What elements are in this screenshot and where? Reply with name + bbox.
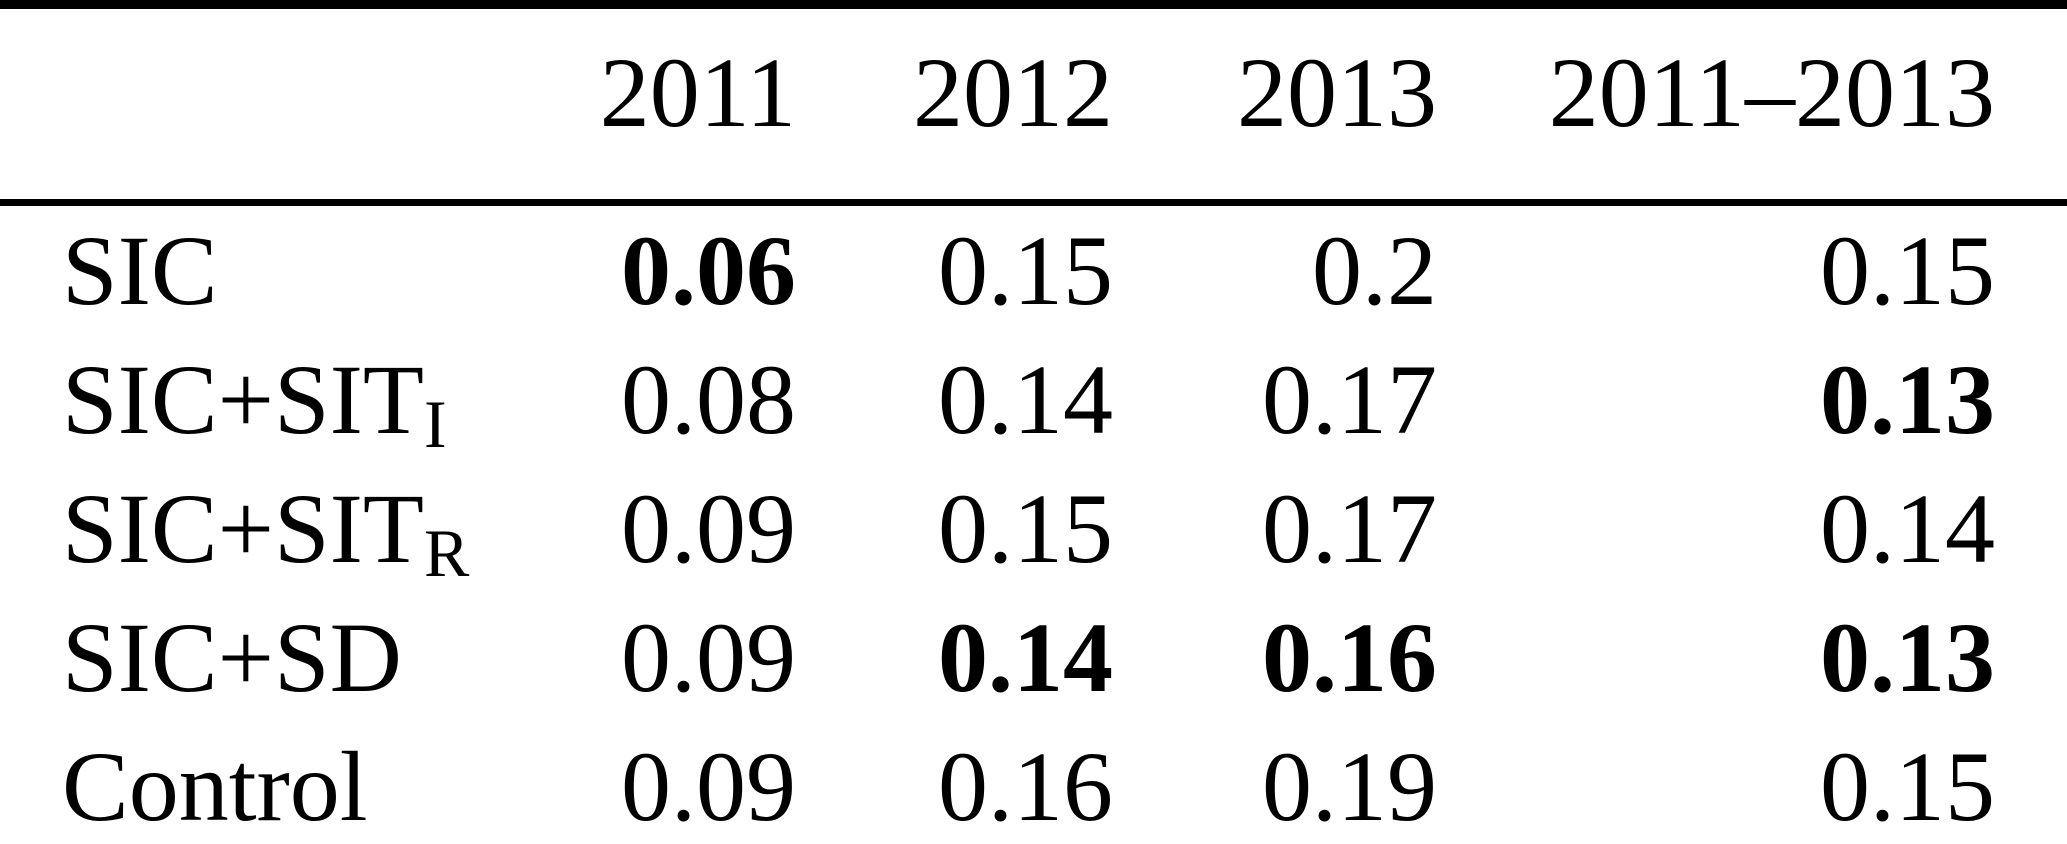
value-cell: 0.13 xyxy=(1820,601,1995,713)
value-cell: 0.15 xyxy=(938,472,1113,584)
value-cell: 0.15 xyxy=(1820,214,1995,326)
col-header-2011-2013: 2011–2013 xyxy=(1437,9,2067,206)
value-cell: 0.14 xyxy=(1820,472,1995,584)
value-cell: 0.2 xyxy=(1312,214,1437,326)
table-row-control: Control 0.09 0.16 0.19 0.15 xyxy=(0,722,2067,844)
row-label-text: SIC xyxy=(62,214,218,326)
row-label-text: SIC+SD xyxy=(62,601,402,713)
row-label-subscript: R xyxy=(424,515,470,592)
corner-cell xyxy=(0,9,480,206)
row-label-sic-sit-r: SIC+SITR xyxy=(0,464,480,593)
value-cell: 0.15 xyxy=(938,214,1113,326)
table-row-sic-sd: SIC+SD 0.09 0.14 0.16 0.13 xyxy=(0,593,2067,722)
value-cell: 0.16 xyxy=(1262,601,1437,713)
value-cell: 0.06 xyxy=(621,214,796,326)
col-header-2013: 2013 xyxy=(1113,9,1437,206)
value-cell: 0.14 xyxy=(938,601,1113,713)
value-cell: 0.14 xyxy=(938,343,1113,455)
row-label-sic-sit-i: SIC+SITI xyxy=(0,335,480,464)
value-cell: 0.09 xyxy=(621,472,796,584)
value-cell: 0.17 xyxy=(1262,472,1437,584)
row-label-sic: SIC xyxy=(0,206,480,335)
table-row-sic-sit-i: SIC+SITI 0.08 0.14 0.17 0.13 xyxy=(0,335,2067,464)
row-label-control: Control xyxy=(0,722,480,844)
value-cell: 0.09 xyxy=(621,730,796,842)
row-label-text: Control xyxy=(62,730,368,842)
row-label-text: SIC+SIT xyxy=(62,343,425,455)
value-cell: 0.19 xyxy=(1262,730,1437,842)
value-cell: 0.17 xyxy=(1262,343,1437,455)
row-label-subscript: I xyxy=(424,386,447,463)
value-cell: 0.15 xyxy=(1820,730,1995,842)
col-header-2011: 2011 xyxy=(480,9,796,206)
value-cell: 0.09 xyxy=(621,601,796,713)
value-cell: 0.16 xyxy=(938,730,1113,842)
row-label-sic-sd: SIC+SD xyxy=(0,593,480,722)
header-row: 2011 2012 2013 2011–2013 xyxy=(0,9,2067,206)
table-row-sic-sit-r: SIC+SITR 0.09 0.15 0.17 0.14 xyxy=(0,464,2067,593)
value-cell: 0.13 xyxy=(1820,343,1995,455)
col-header-2012: 2012 xyxy=(796,9,1113,206)
table-row-sic: SIC 0.06 0.15 0.2 0.15 xyxy=(0,206,2067,335)
row-label-text: SIC+SIT xyxy=(62,472,425,584)
value-cell: 0.08 xyxy=(621,343,796,455)
